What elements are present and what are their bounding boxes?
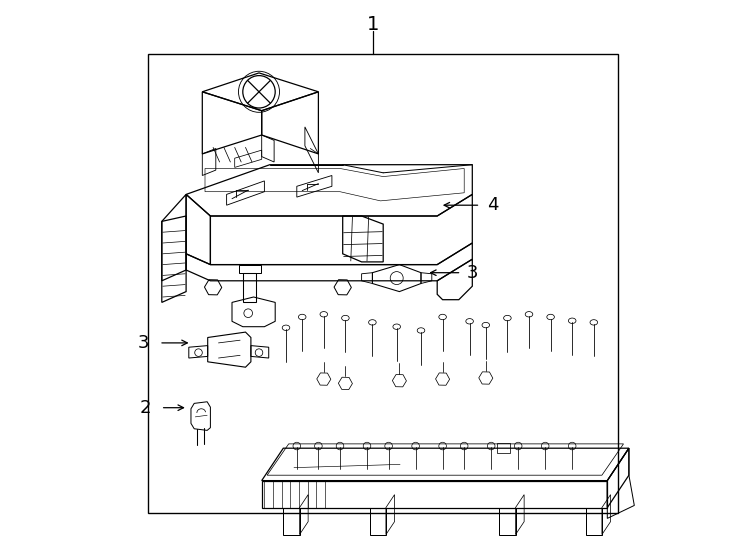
Bar xyxy=(148,54,618,513)
Text: 3: 3 xyxy=(467,264,479,282)
Text: 2: 2 xyxy=(139,399,151,417)
Text: 4: 4 xyxy=(487,196,498,214)
Bar xyxy=(497,443,510,453)
Text: 3: 3 xyxy=(138,334,150,352)
Text: 1: 1 xyxy=(367,15,379,34)
